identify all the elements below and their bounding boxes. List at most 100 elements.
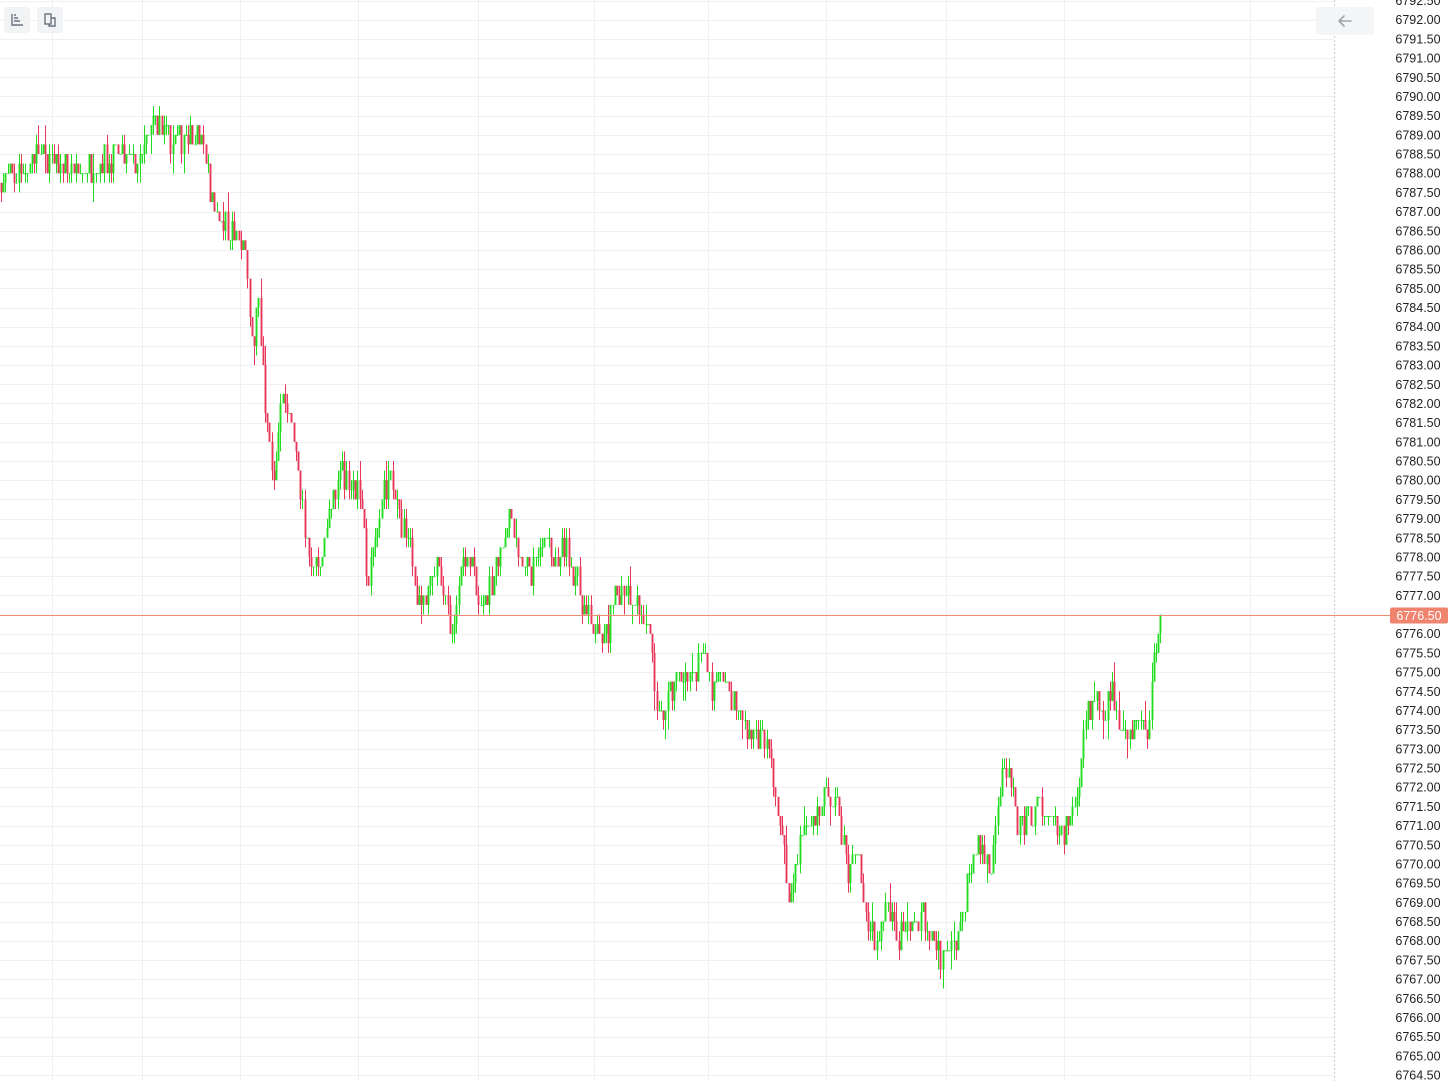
candle [268,422,271,442]
candle [691,652,694,682]
back-button[interactable] [1316,7,1374,35]
candle [1036,796,1039,807]
candle [407,528,410,548]
candle [385,461,388,509]
candle [757,720,760,749]
candle [761,720,764,731]
candle [284,384,287,414]
candle [400,499,403,538]
candle [310,547,313,577]
candle-body [631,604,634,606]
candle-body [814,815,817,826]
candle [1085,710,1088,740]
candle-body [603,633,606,644]
candle [900,911,903,951]
candle [689,672,692,692]
candle-body [792,883,795,893]
candle-body [959,921,962,932]
candle [0,182,3,202]
candle-body [653,652,656,692]
candle-body [616,585,619,596]
candle [671,681,674,711]
candle [260,278,263,346]
axis-settings-button[interactable] [4,7,30,33]
candle-body [1032,825,1035,827]
candle [554,547,557,567]
candle-body [277,432,280,461]
candle-body [636,595,639,605]
candle [240,230,243,260]
candle [75,154,78,183]
candle-body [211,192,214,202]
candle [495,556,498,586]
candle [576,566,579,586]
candle-body [106,144,109,174]
candle-body [9,163,12,174]
candle-body [981,844,984,855]
candle [1100,710,1103,712]
candle-body [647,624,650,626]
candle-body [827,787,830,797]
candle-body [1001,768,1004,797]
candle-body [1016,806,1019,836]
candle [992,835,995,874]
y-tick-label: 6783.50 [1395,339,1440,353]
candle [948,950,951,952]
candle [1093,681,1096,702]
candle-body [849,863,852,884]
candle [572,566,575,586]
candle [337,470,340,509]
candle [253,336,256,366]
candle [295,441,298,461]
candle [172,125,175,174]
candle-body [783,835,786,845]
candle-body [304,499,307,538]
candle-body [1120,729,1123,731]
candle-body [128,154,131,155]
price-axis[interactable]: 6792.50 6792.00 6791.50 6791.00 6790.50 6790.… [1335,0,1456,1083]
candle-body [1008,768,1011,778]
candle-body [799,835,802,864]
candle-body [183,134,186,154]
candle [1060,825,1063,836]
candle-body [638,595,641,615]
candle-body [143,144,146,154]
y-tick-label: 6789.00 [1395,128,1440,142]
candle [1102,700,1105,740]
candle [913,911,916,923]
candle-body [370,556,373,586]
candle-body [365,528,368,577]
layout-button[interactable] [37,7,63,33]
candle [51,144,54,164]
candle [264,345,267,423]
candle [713,681,716,711]
candle [293,422,296,442]
y-tick-label: 6766.50 [1395,992,1440,1006]
candle [42,144,45,154]
candle [350,480,353,500]
candle [583,595,586,615]
candle [825,777,828,789]
candle [915,921,918,923]
candle-body [1111,681,1114,701]
candle [574,566,577,596]
candle [187,125,190,154]
candle-body [986,854,989,864]
candle-body [1096,691,1099,701]
candle-body [823,787,826,807]
candle [1010,768,1013,797]
candle [849,863,852,893]
candle [477,585,480,615]
candle [161,115,164,135]
candle-body [1005,768,1008,778]
candle [1065,815,1068,845]
candle [1032,825,1035,827]
candle-body [44,144,47,154]
candle-body [656,691,659,711]
candle [11,163,14,174]
candle [15,173,18,184]
candle [363,508,366,529]
candle-body [411,537,414,567]
